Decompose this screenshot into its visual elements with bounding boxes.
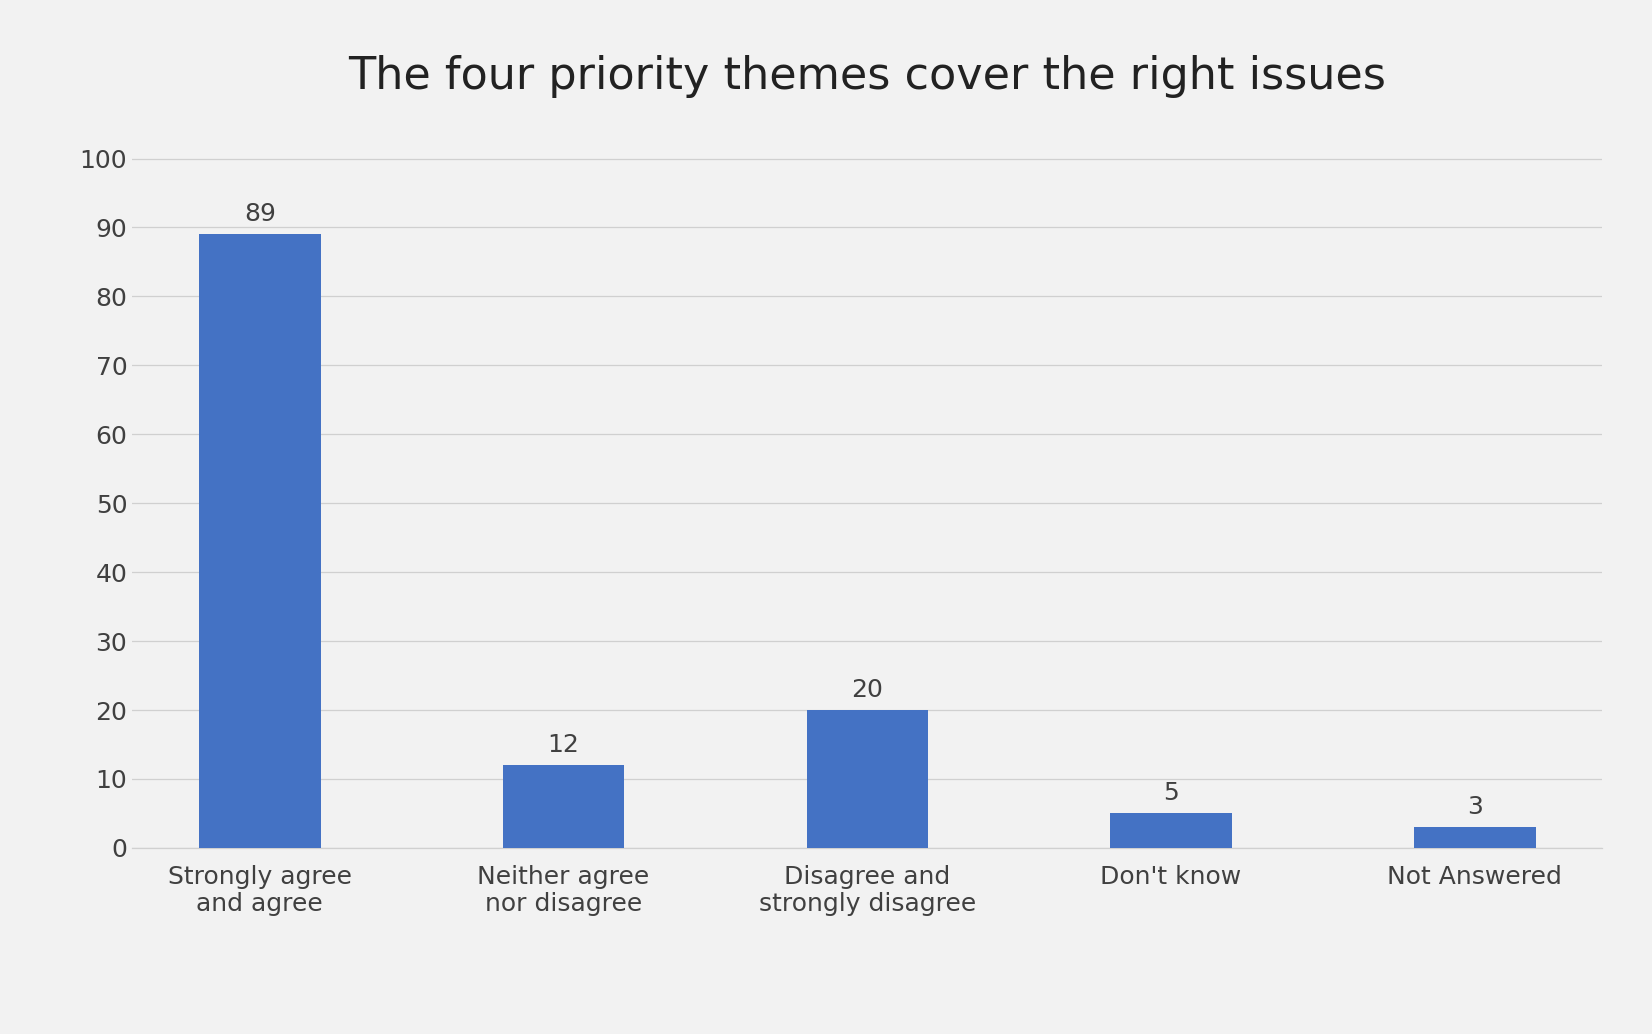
Title: The four priority themes cover the right issues: The four priority themes cover the right… [349, 56, 1386, 98]
Text: 5: 5 [1163, 781, 1180, 805]
Text: 12: 12 [547, 733, 580, 757]
Bar [198, 235, 320, 848]
Text: 20: 20 [851, 677, 884, 702]
Text: 89: 89 [244, 202, 276, 226]
Bar [1110, 814, 1232, 848]
Bar [1414, 827, 1536, 848]
Text: 3: 3 [1467, 795, 1483, 819]
Bar [806, 710, 928, 848]
Bar [502, 765, 624, 848]
